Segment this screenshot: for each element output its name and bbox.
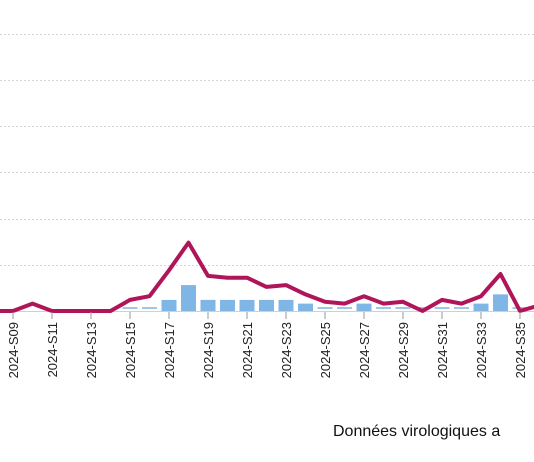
x-tick-label: 2024-S25 [318, 322, 333, 378]
x-tick-label: 2024-S35 [513, 322, 528, 378]
x-tick-labels: 2024-S09 2024-S11 2024-S13 2024-S15 2024-S17… [6, 322, 528, 378]
x-tick-label: 2024-S19 [201, 322, 216, 378]
x-tick-label: 2024-S09 [6, 322, 21, 378]
x-tick-label: 2024-S17 [162, 322, 177, 378]
x-tick-label: 2024-S11 [45, 322, 60, 377]
gridlines [0, 34, 534, 266]
bar [239, 299, 255, 311]
line-series [0, 240, 534, 313]
x-tick-label: 2024-S27 [357, 322, 372, 378]
x-tick-label: 2024-S31 [435, 322, 450, 378]
x-tick-label: 2024-S15 [123, 322, 138, 378]
bar [220, 299, 235, 311]
bar [473, 303, 489, 311]
bar [493, 294, 508, 311]
bar [278, 299, 294, 311]
x-tick-label: 2024-S23 [279, 322, 294, 378]
bar [181, 285, 196, 311]
x-tick-label: 2024-S29 [396, 322, 411, 378]
data-source-label: Données virologiques a [333, 423, 501, 440]
x-tick-label: 2024-S21 [240, 322, 255, 378]
bar [298, 303, 313, 311]
bar [161, 299, 177, 311]
x-tick-marks [12, 312, 521, 319]
bars-series [122, 285, 534, 311]
bar [259, 299, 274, 311]
bar [200, 299, 216, 311]
x-tick-label: 2024-S33 [474, 322, 489, 378]
x-tick-label: 2024-S13 [84, 322, 99, 378]
series-line [0, 240, 534, 313]
bar [356, 303, 372, 311]
